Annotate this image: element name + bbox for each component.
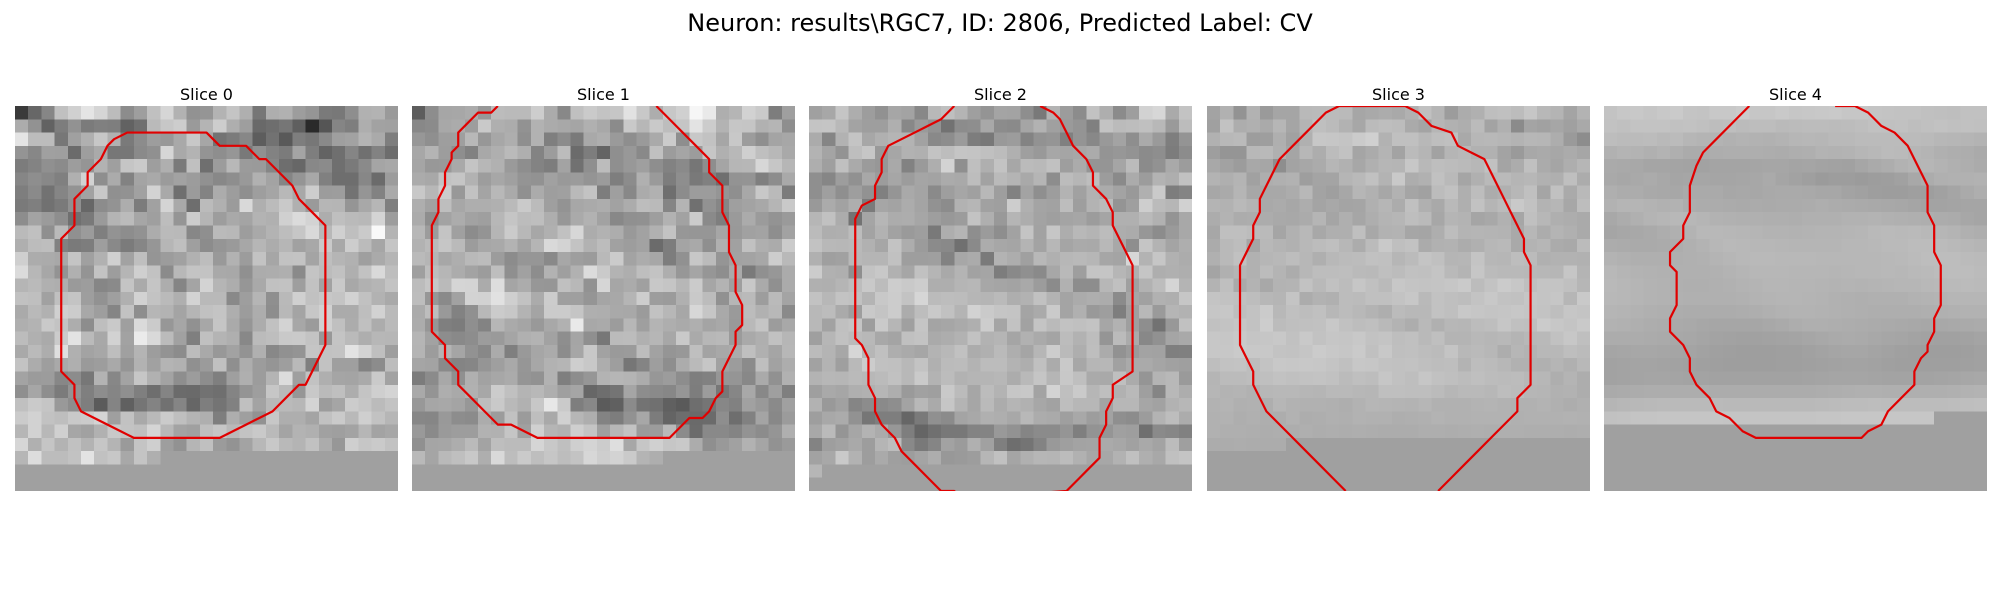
pixel-grid (15, 106, 398, 491)
pixel-grid (1207, 106, 1590, 491)
slice-image (15, 106, 398, 491)
pixel-grid (412, 106, 795, 491)
slice-panel-1: Slice 1 (412, 86, 795, 491)
slice-title: Slice 3 (1372, 85, 1425, 104)
slice-image (1207, 106, 1590, 491)
pixel-grid (809, 106, 1192, 491)
cell-contour (61, 133, 325, 438)
slice-panel-0: Slice 0 (15, 86, 398, 491)
slice-image (412, 106, 795, 491)
slice-title: Slice 4 (1769, 85, 1822, 104)
cell-contour (1670, 106, 1941, 438)
slice-image (809, 106, 1192, 491)
pixel-grid (1604, 106, 1987, 491)
slice-panel-2: Slice 2 (809, 86, 1192, 491)
slice-panel-4: Slice 4 (1604, 86, 1987, 491)
cell-contour (432, 106, 742, 438)
slice-image (1604, 106, 1987, 491)
slice-title: Slice 0 (180, 85, 233, 104)
figure-title: Neuron: results\RGC7, ID: 2806, Predicte… (687, 9, 1313, 37)
slice-title: Slice 2 (974, 85, 1027, 104)
slice-title: Slice 1 (577, 85, 630, 104)
cell-contour (855, 106, 1132, 491)
cell-contour (1240, 106, 1531, 491)
slice-panel-3: Slice 3 (1207, 86, 1590, 491)
